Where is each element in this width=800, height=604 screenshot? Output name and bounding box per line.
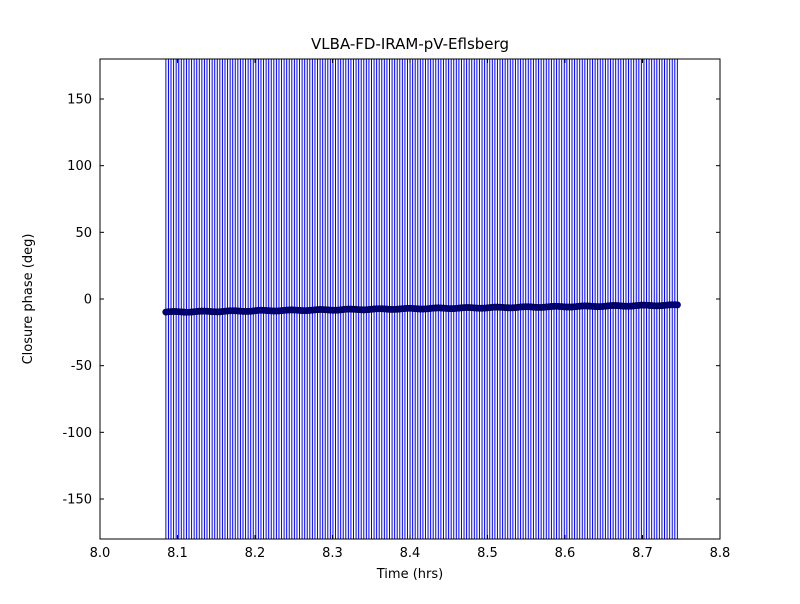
x-axis-label: Time (hrs) bbox=[376, 567, 443, 582]
y-tick-label: 0 bbox=[84, 293, 92, 308]
x-tick-label: 8.8 bbox=[710, 546, 731, 561]
x-tick-label: 8.6 bbox=[555, 546, 576, 561]
x-tick-label: 8.7 bbox=[632, 546, 653, 561]
x-tick-label: 8.2 bbox=[245, 546, 266, 561]
x-tick-label: 8.0 bbox=[90, 546, 111, 561]
data-point bbox=[673, 301, 681, 309]
errorbar-series bbox=[165, 59, 678, 539]
x-tick-label: 8.3 bbox=[322, 546, 343, 561]
x-tick-label: 8.1 bbox=[167, 546, 188, 561]
y-tick-label: -150 bbox=[62, 493, 92, 508]
y-axis-label: Closure phase (deg) bbox=[21, 234, 36, 365]
y-tick-label: -100 bbox=[62, 426, 92, 441]
y-tick-label: 150 bbox=[67, 93, 92, 108]
axis-ticks: 8.0 8.1 8.2 8.3 8.4 8.5 8.6 8.7 8.8 -150 -100 -50 0 5… bbox=[62, 59, 730, 561]
data-point-series bbox=[162, 301, 681, 316]
y-tick-label: 100 bbox=[67, 159, 92, 174]
x-tick-label: 8.5 bbox=[477, 546, 498, 561]
x-tick-label: 8.4 bbox=[400, 546, 421, 561]
chart-title: VLBA-FD-IRAM-pV-Eflsberg bbox=[311, 35, 509, 53]
y-tick-label: -50 bbox=[71, 359, 92, 374]
y-tick-label: 50 bbox=[75, 226, 92, 241]
